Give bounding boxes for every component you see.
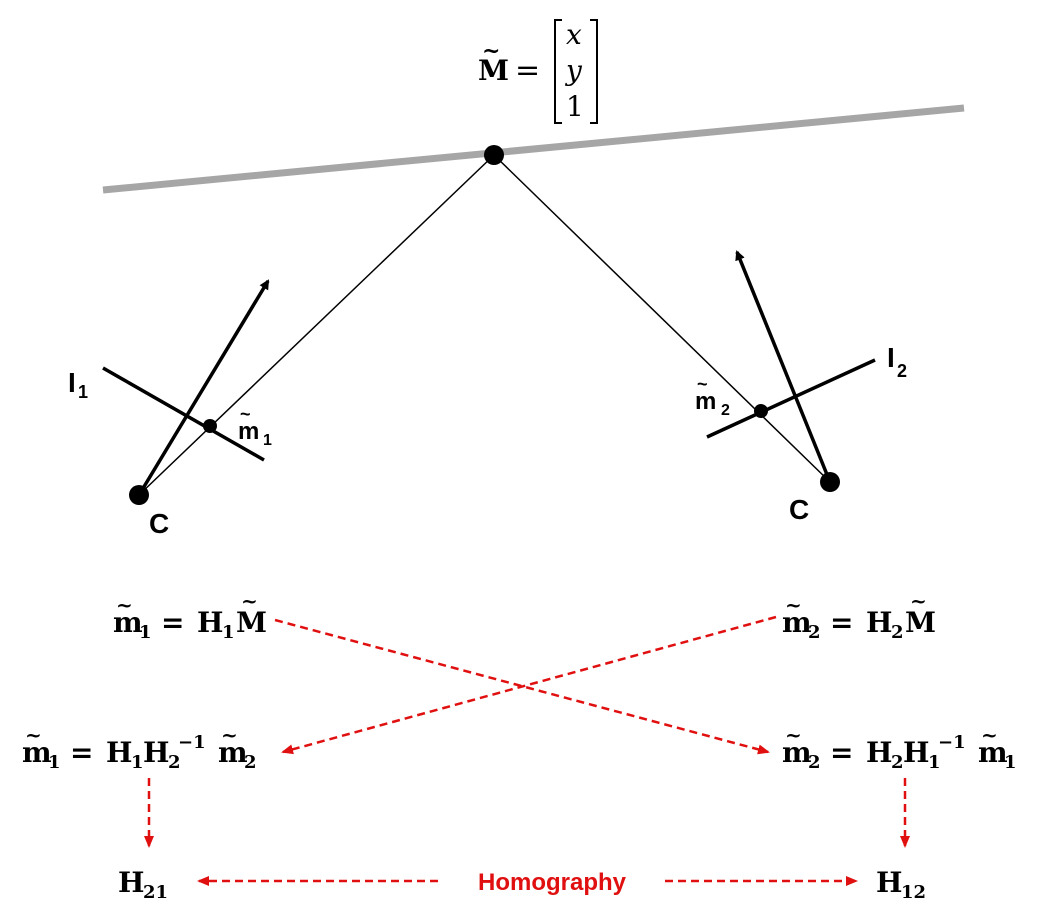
- image-plane-2: [706, 358, 876, 439]
- svg-text:1: 1: [78, 382, 88, 402]
- svg-text:2: 2: [721, 402, 730, 419]
- svg-text:2: 2: [891, 622, 904, 643]
- homography-label: Homography: [478, 869, 627, 896]
- svg-text:1: 1: [928, 752, 941, 773]
- equation-m1-H1-M: m ~ 1 = H 1 M ~: [113, 589, 267, 643]
- svg-text:2: 2: [897, 361, 907, 381]
- svg-text:m: m: [218, 736, 248, 769]
- point-tilde: ~: [482, 38, 500, 64]
- svg-text:21: 21: [143, 882, 168, 903]
- svg-text:−1: −1: [178, 732, 206, 753]
- svg-text:H: H: [876, 866, 902, 899]
- svg-text:2: 2: [808, 622, 821, 643]
- svg-text:m: m: [238, 418, 259, 445]
- arrow-eq2-to-eq3: [281, 615, 777, 755]
- svg-text:2: 2: [891, 752, 904, 773]
- point-equals: =: [515, 53, 540, 88]
- svg-text:m: m: [695, 388, 716, 415]
- vector-y: y: [564, 54, 583, 87]
- svg-text:m: m: [782, 606, 812, 639]
- svg-text:1: 1: [139, 622, 152, 643]
- svg-text:m: m: [782, 736, 812, 769]
- svg-text:1: 1: [1004, 752, 1017, 773]
- svg-text:H: H: [903, 736, 929, 769]
- svg-text:m: m: [978, 736, 1008, 769]
- result-H12: H 12: [876, 866, 926, 903]
- vector-one: 1: [566, 90, 584, 123]
- vector-x: x: [566, 18, 582, 51]
- image-point-1-dot: [203, 419, 217, 433]
- camera-center-right-dot: [820, 472, 840, 492]
- svg-text:12: 12: [901, 882, 926, 903]
- svg-text:2: 2: [168, 752, 181, 773]
- svg-text:~: ~: [241, 589, 258, 613]
- image-point-2-label: m ~ 2: [695, 374, 730, 419]
- svg-text:1: 1: [263, 432, 272, 449]
- svg-text:2: 2: [244, 752, 257, 773]
- svg-text:2: 2: [808, 752, 821, 773]
- svg-text:1: 1: [131, 752, 144, 773]
- camera-center-right-label: C: [789, 494, 809, 525]
- svg-text:=: =: [830, 606, 853, 639]
- svg-text:~: ~: [785, 593, 802, 617]
- svg-text:=: =: [161, 606, 184, 639]
- svg-text:H: H: [106, 736, 132, 769]
- svg-text:=: =: [70, 736, 93, 769]
- ray-right: [493, 154, 831, 483]
- svg-text:H: H: [143, 736, 169, 769]
- svg-text:H: H: [197, 606, 223, 639]
- svg-text:~: ~: [910, 589, 927, 613]
- svg-text:~: ~: [116, 593, 133, 617]
- svg-text:M: M: [905, 606, 936, 639]
- scene-plane-line: [102, 104, 965, 194]
- optical-axis-left: [137, 279, 270, 496]
- image-point-1-label: m ~ 1: [238, 404, 272, 449]
- svg-text:~: ~: [981, 723, 998, 747]
- equation-m2-H2-H1inv-m1: m ~ 2 = H 2 H 1 −1 m ~ 1: [782, 723, 1017, 773]
- bracket-right: [590, 19, 598, 124]
- arrow-eq1-to-eq4: [274, 618, 770, 755]
- scene-point-dot: [484, 145, 504, 165]
- svg-text:I: I: [887, 342, 895, 373]
- bracket-left: [554, 19, 562, 124]
- svg-text:~: ~: [240, 404, 251, 424]
- svg-text:1: 1: [222, 622, 235, 643]
- image-plane-1-label: I 1: [68, 367, 88, 402]
- svg-text:H: H: [866, 736, 892, 769]
- camera-center-left-label: C: [149, 508, 169, 539]
- svg-text:M: M: [236, 606, 267, 639]
- svg-text:=: =: [830, 736, 853, 769]
- svg-text:~: ~: [697, 374, 708, 394]
- equation-m1-H1-H2inv-m2: m ~ 1 = H 1 H 2 −1 m ~ 2: [22, 723, 257, 773]
- svg-text:I: I: [68, 367, 76, 398]
- point-name: M: [478, 54, 509, 87]
- svg-text:1: 1: [48, 752, 61, 773]
- svg-text:H: H: [866, 606, 892, 639]
- camera-center-left-dot: [129, 485, 149, 505]
- svg-text:m: m: [22, 736, 52, 769]
- image-plane-2-label: I 2: [887, 342, 907, 381]
- image-point-2-dot: [754, 404, 768, 418]
- svg-text:H: H: [118, 866, 144, 899]
- svg-text:~: ~: [221, 723, 238, 747]
- equation-m2-H2-M: m ~ 2 = H 2 M ~: [782, 589, 936, 643]
- result-H21: H 21: [118, 866, 168, 903]
- svg-text:m: m: [113, 606, 143, 639]
- optical-axis-right: [735, 250, 832, 483]
- svg-text:~: ~: [25, 723, 42, 747]
- scene-point-label: M ~ = x y 1: [478, 18, 598, 124]
- ray-left: [138, 154, 495, 496]
- svg-text:~: ~: [785, 723, 802, 747]
- image-plane-1: [102, 366, 265, 462]
- svg-text:−1: −1: [938, 732, 966, 753]
